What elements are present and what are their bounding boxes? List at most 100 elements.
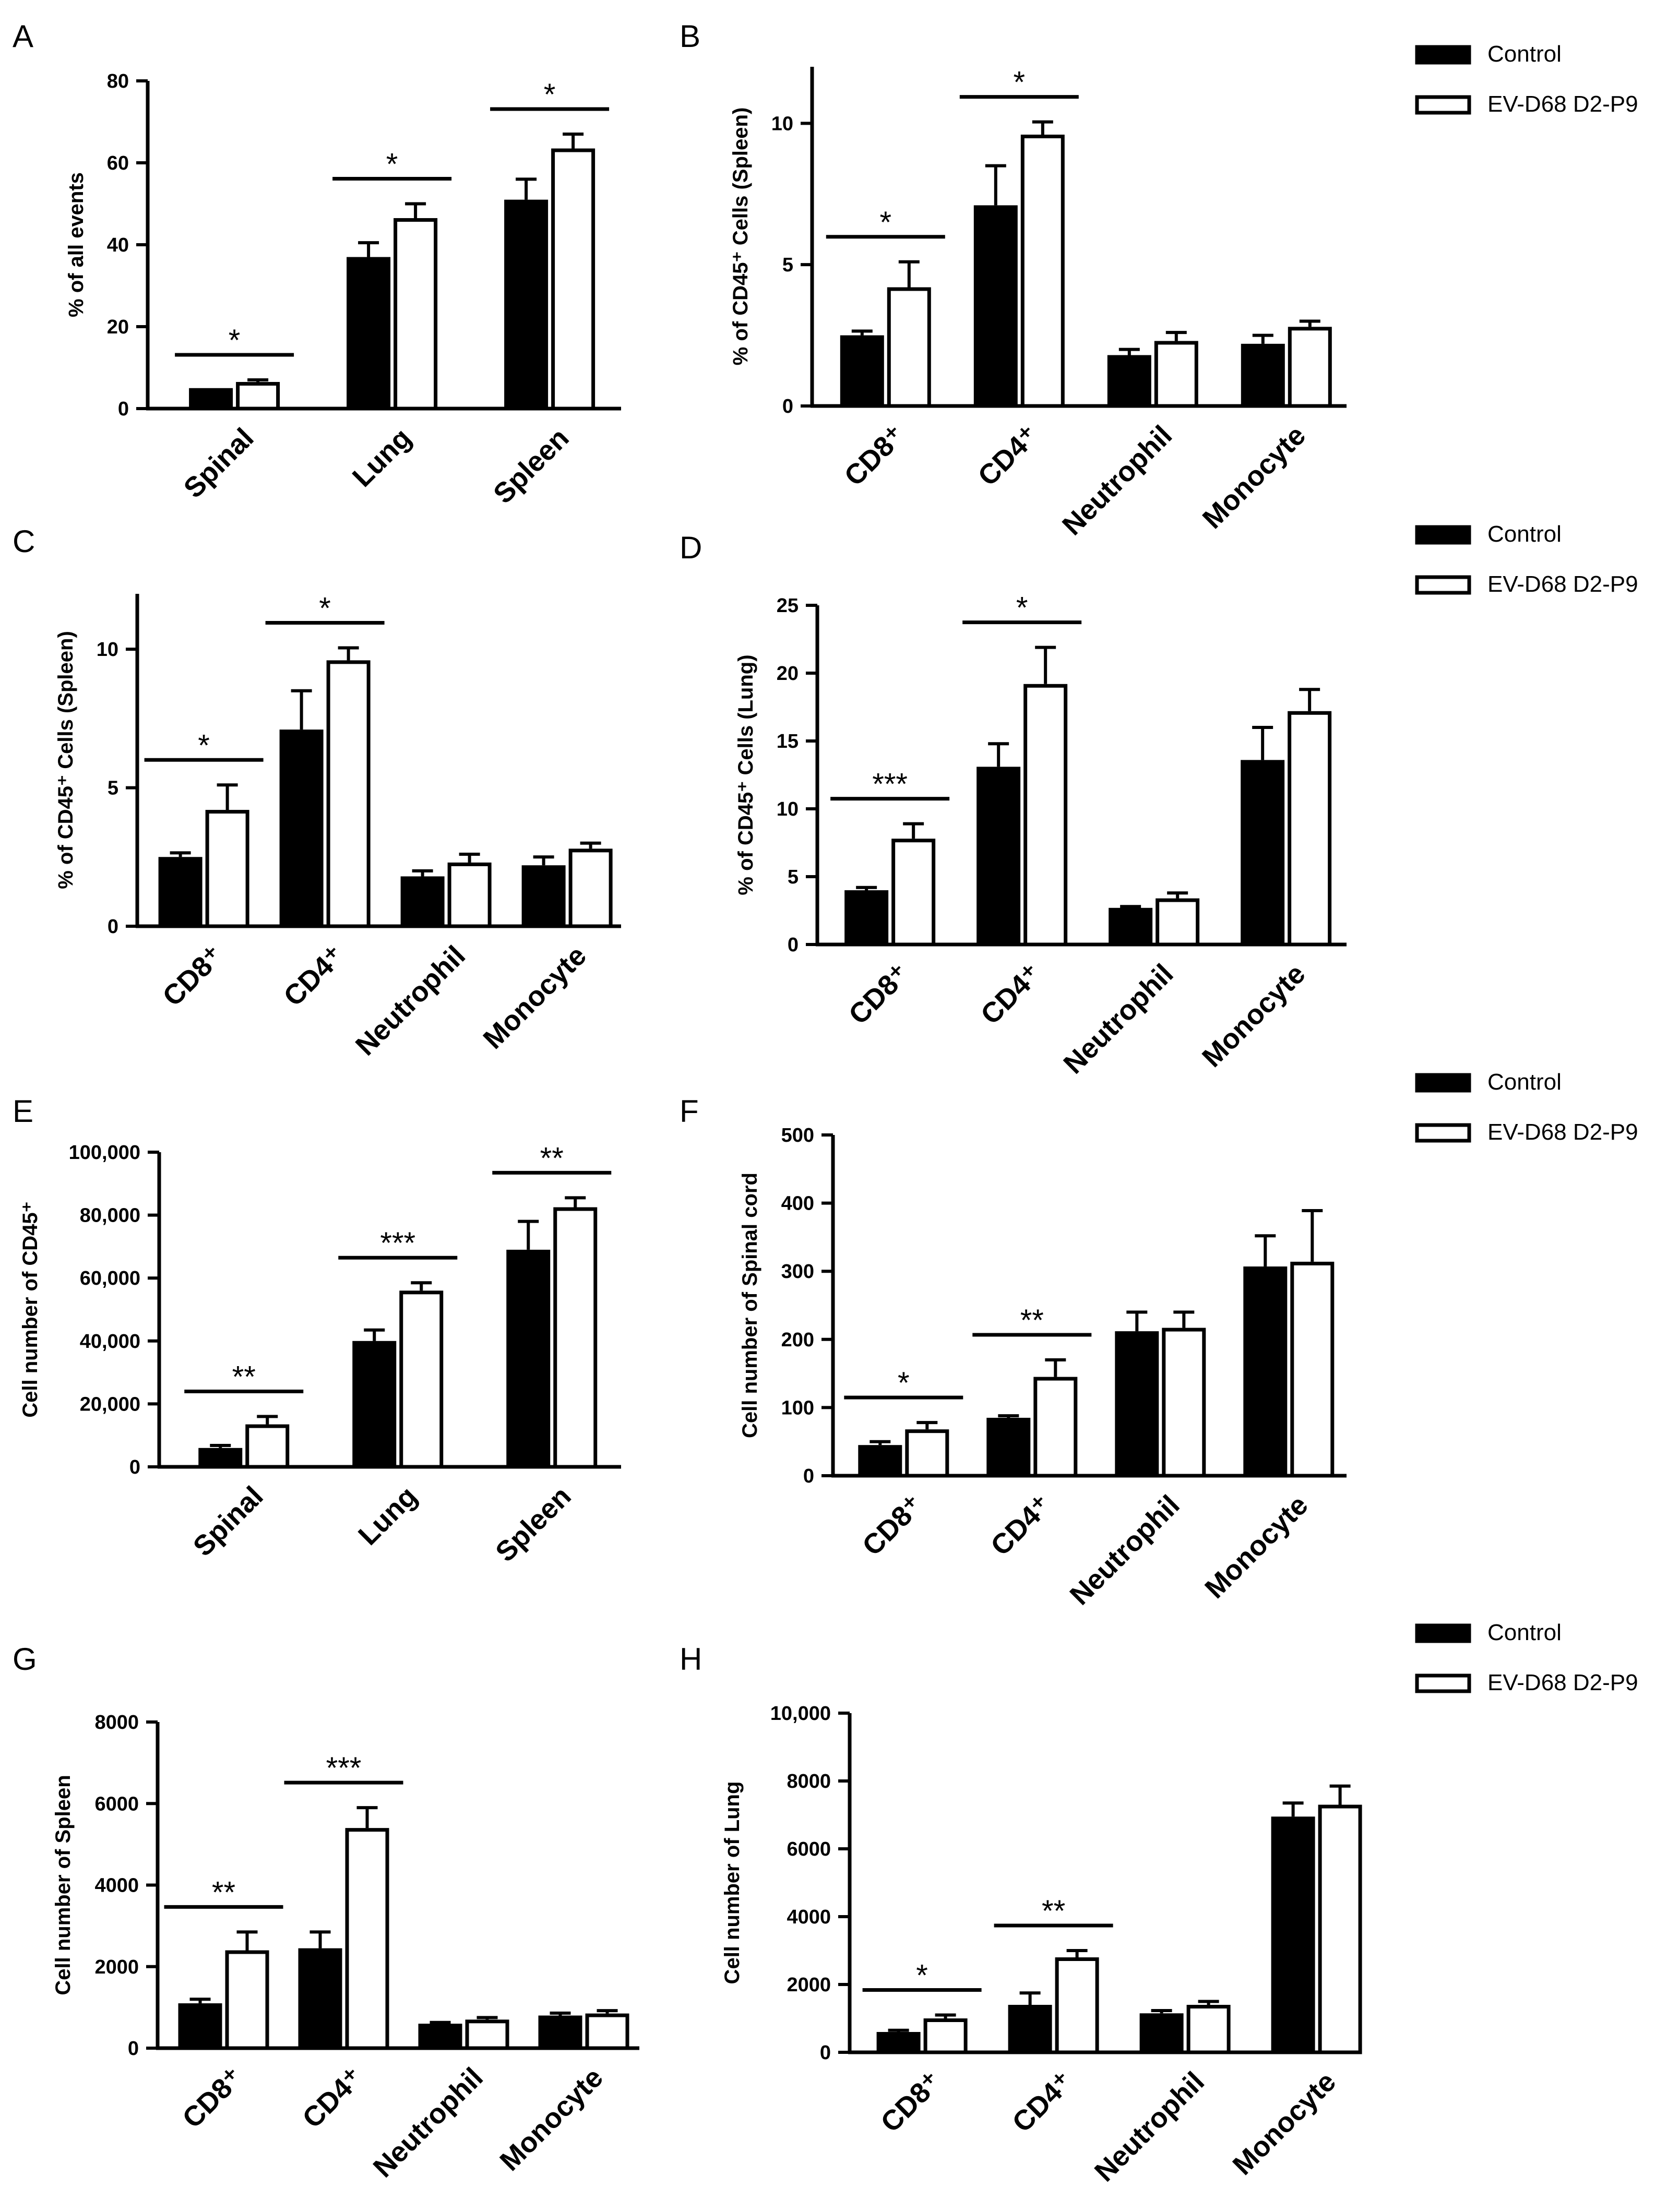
legend-label: Control — [1487, 41, 1562, 67]
significance-marker: * — [229, 324, 241, 357]
legend-swatch-infected — [1415, 1123, 1471, 1143]
panel-letter: E — [13, 1094, 33, 1129]
bar-infected — [568, 848, 613, 928]
legend-label: EV-D68 D2-P9 — [1487, 571, 1638, 597]
legend-swatch-infected — [1415, 1673, 1471, 1693]
x-category-label: Monocyte — [1226, 2066, 1342, 2181]
x-category-label: Spleen — [490, 1480, 577, 1568]
x-category-label: CD8⁺ — [875, 2066, 947, 2138]
bar-infected — [1288, 711, 1332, 947]
x-category-label: Neutrophil — [350, 940, 471, 1061]
panel-g-chart: G 0 2000 4000 6000 8000 Cell number of Spleen *… — [13, 1642, 639, 2183]
bar-infected — [923, 2018, 968, 2054]
y-tick-label: 25 — [777, 595, 799, 617]
y-axis-title: % of CD45⁺ Cells (Spleen) — [54, 631, 77, 889]
y-tick-label: 300 — [781, 1261, 814, 1283]
panel-letter: F — [680, 1094, 699, 1129]
bar-control — [1241, 760, 1285, 947]
legend-swatch-control — [1415, 45, 1471, 65]
legend-label: Control — [1487, 1069, 1562, 1095]
bar-control — [1109, 907, 1153, 947]
x-category-label: Monocyte — [494, 2062, 609, 2177]
legend-swatch-control — [1415, 1623, 1471, 1643]
bar-control — [506, 1249, 551, 1469]
y-tick-label: 200 — [781, 1329, 814, 1351]
bar-infected — [1290, 1261, 1335, 1478]
bar-infected — [1154, 341, 1198, 408]
bar-control — [973, 205, 1018, 408]
bar-infected — [245, 1424, 290, 1469]
bar-control — [1115, 1331, 1159, 1478]
significance-marker: * — [1014, 66, 1026, 100]
y-tick-label: 60 — [107, 152, 129, 174]
x-category-label: Monocyte — [477, 940, 592, 1055]
y-tick-label: 8000 — [787, 1771, 831, 1792]
y-axis-title: Cell number of Lung — [721, 1781, 744, 1984]
y-axis-title: Cell number of Spleen — [52, 1775, 75, 1995]
y-tick-label: 5 — [108, 778, 118, 799]
bar-control — [189, 388, 233, 411]
significance-marker: * — [386, 148, 398, 182]
y-tick-label: 0 — [129, 1456, 140, 1478]
significance-marker: * — [1016, 591, 1028, 625]
y-tick-label: 500 — [781, 1125, 814, 1146]
x-category-label: CD4⁺ — [278, 940, 350, 1012]
y-tick-label: 0 — [803, 1465, 814, 1487]
bar-infected — [551, 148, 596, 411]
legend-swatch-infected — [1415, 575, 1471, 595]
bar-infected — [1186, 2005, 1231, 2054]
bar-control — [858, 1445, 902, 1478]
x-category-label: Monocyte — [1197, 420, 1312, 535]
bar-control — [840, 335, 884, 408]
bar-infected — [447, 862, 492, 928]
bar-control — [158, 857, 203, 928]
x-category-label: Neutrophil — [1057, 958, 1179, 1080]
bar-control — [1107, 355, 1151, 408]
legend-top: Control EV-D68 D2-P9 — [1415, 41, 1638, 117]
y-tick-label: 60,000 — [80, 1268, 140, 1289]
bar-infected — [1318, 1804, 1362, 2054]
x-category-label: CD8⁺ — [157, 940, 229, 1012]
x-category-label: Spleen — [487, 422, 575, 510]
x-category-label: Neutrophil — [1089, 2066, 1210, 2187]
bar-control — [1139, 2013, 1184, 2054]
x-category-label: Lung — [352, 1480, 423, 1551]
y-axis-title: % of CD45⁺ Cells (Lung) — [734, 654, 757, 895]
bar-infected — [394, 218, 438, 411]
y-tick-label: 10 — [777, 798, 799, 820]
significance-marker: * — [319, 592, 331, 626]
panel-e-chart: E 0 20,000 40,000 60,000 80,000 100,000 Cell nu… — [13, 1094, 621, 1568]
bar-control — [298, 1948, 342, 2050]
bar-control — [876, 2032, 921, 2054]
y-tick-label: 100 — [781, 1397, 814, 1419]
bar-control — [352, 1341, 397, 1469]
y-tick-label: 40 — [107, 234, 129, 256]
y-tick-label: 10 — [97, 639, 118, 661]
bar-control — [521, 865, 566, 928]
x-category-label: Neutrophil — [1056, 420, 1178, 541]
bar-control — [538, 2015, 582, 2050]
bar-control — [1271, 1816, 1315, 2054]
y-tick-label: 0 — [108, 916, 118, 938]
legend-swatch-control — [1415, 1073, 1471, 1093]
legend-label: EV-D68 D2-P9 — [1487, 1670, 1638, 1695]
y-tick-label: 0 — [788, 934, 799, 956]
significance-marker: * — [916, 1959, 928, 1993]
y-tick-label: 10,000 — [770, 1703, 831, 1725]
panel-f-chart: F 0 100 200 300 400 500 Cell number of Spinal c… — [680, 1094, 1347, 1611]
y-tick-label: 40,000 — [80, 1331, 140, 1353]
y-axis-title: Cell number of Spinal cord — [739, 1173, 761, 1438]
bar-infected — [345, 1828, 389, 2050]
x-category-label: Neutrophil — [1064, 1489, 1185, 1611]
y-tick-label: 20 — [107, 316, 129, 338]
panel-h-chart: H 0 2000 4000 6000 8000 10,000 Cell number of L… — [680, 1642, 1362, 2187]
bar-infected — [1033, 1377, 1078, 1478]
y-axis-title: % of all events — [65, 172, 88, 317]
bar-infected — [1156, 898, 1200, 947]
significance-marker: * — [898, 1366, 910, 1400]
y-tick-label: 80 — [107, 70, 129, 92]
bar-control — [198, 1448, 243, 1469]
y-tick-label: 6000 — [94, 1793, 139, 1815]
x-category-label: Spinal — [178, 422, 260, 504]
